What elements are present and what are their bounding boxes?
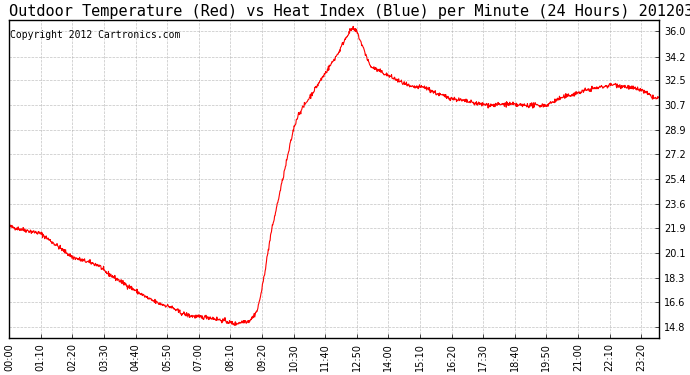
Text: Copyright 2012 Cartronics.com: Copyright 2012 Cartronics.com xyxy=(10,30,181,40)
Text: Outdoor Temperature (Red) vs Heat Index (Blue) per Minute (24 Hours) 20120305: Outdoor Temperature (Red) vs Heat Index … xyxy=(9,4,690,19)
